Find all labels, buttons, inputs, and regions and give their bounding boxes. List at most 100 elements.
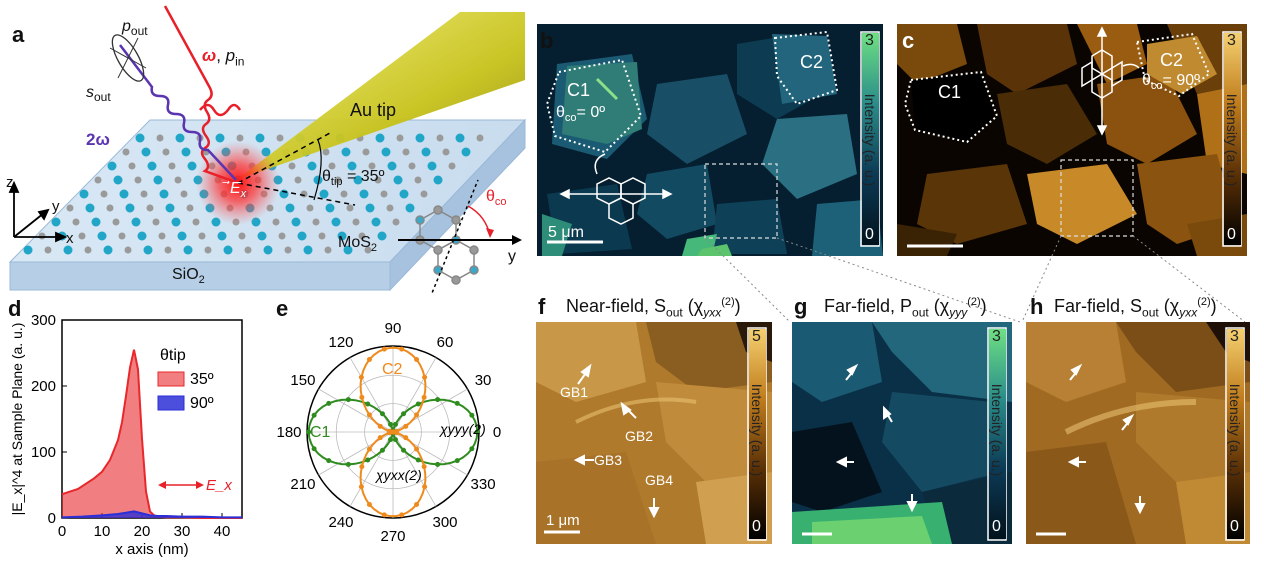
colorbar-f — [747, 327, 767, 541]
mo-atom — [307, 161, 317, 171]
angle-tick-label: 150 — [290, 372, 315, 389]
far-field-s-map — [1026, 322, 1250, 544]
mo-atom — [125, 203, 135, 213]
mo-atom — [63, 245, 73, 255]
s-atom — [448, 162, 456, 170]
s-atom — [278, 232, 286, 240]
angle-tick-label: 210 — [290, 476, 315, 493]
s-atom — [146, 204, 154, 212]
s-atom — [238, 232, 246, 240]
angle-tick-label: 90 — [385, 320, 402, 337]
mo-atom — [347, 161, 357, 171]
s-atom — [288, 162, 296, 170]
far-field-p-map — [792, 322, 1012, 544]
sio2-substrate-side — [389, 118, 526, 292]
mo-atom — [371, 217, 381, 227]
mo-atom — [393, 175, 403, 185]
angle-tick-label: 240 — [328, 514, 353, 531]
polar-point — [311, 446, 317, 452]
orientation-icon-b — [559, 177, 673, 225]
mo-atom — [325, 203, 335, 213]
polar-point — [366, 502, 372, 508]
polarization-ellipse — [111, 34, 145, 82]
s-atom — [168, 162, 176, 170]
s-atom — [128, 162, 136, 170]
angle-tick-label: 270 — [380, 528, 405, 545]
polar-point — [401, 411, 407, 417]
cbar-h-min: 0 — [1230, 518, 1239, 535]
y-tick-label: 100 — [31, 444, 56, 461]
polar-point — [359, 394, 365, 400]
polar-point — [379, 447, 385, 453]
s-atom — [158, 232, 166, 240]
s-atom — [152, 218, 160, 226]
s-atom — [420, 190, 428, 198]
au-tip — [236, 12, 525, 180]
polar-spoke — [392, 431, 437, 507]
mo-atom — [215, 133, 225, 143]
s-atom — [122, 148, 130, 156]
cbar-h-label: Intensity (a. u.) — [1227, 383, 1243, 477]
gb3-label: GB3 — [594, 452, 623, 468]
s-atom — [72, 218, 80, 226]
mo-atom — [141, 147, 151, 157]
polar-point — [415, 457, 421, 463]
s-atom — [162, 148, 170, 156]
angle-tick-label: 300 — [432, 514, 457, 531]
incident-beam — [163, 5, 239, 185]
mo-atom — [337, 231, 347, 241]
s-atom — [186, 204, 194, 212]
polar-point — [392, 421, 398, 427]
mo-atom — [135, 133, 145, 143]
polar-point — [379, 411, 385, 417]
polar-point — [435, 397, 441, 403]
s-atom — [192, 218, 200, 226]
mo-atom — [405, 203, 415, 213]
mo-atom — [187, 161, 197, 171]
legend-label-0: 35º — [190, 371, 214, 388]
legend-title: θtip — [160, 347, 186, 364]
sio2-label: SiO2 — [172, 266, 205, 287]
mo-atom — [377, 231, 387, 241]
polar-point — [345, 397, 351, 403]
s-atom — [414, 176, 422, 184]
zoom-box-c — [1060, 159, 1134, 237]
angle-tick-label: 60 — [437, 334, 454, 351]
s-atom — [180, 190, 188, 198]
shg-map-b — [537, 24, 883, 256]
cbar-c-min: 0 — [1227, 226, 1236, 243]
map-c-overlays — [903, 26, 1242, 248]
theta-co-label: θco — [486, 188, 507, 209]
scalebar-f-label: 1 μm — [546, 512, 580, 529]
polar-point — [422, 374, 428, 380]
mo-atom — [297, 231, 307, 241]
s-atom — [346, 204, 354, 212]
mo-atom — [365, 203, 375, 213]
s-atom — [362, 148, 370, 156]
s-atom — [408, 162, 416, 170]
far-field-p-overlays — [802, 327, 1007, 541]
scalebar-b-label: 5 μm — [548, 224, 584, 241]
angle-tick-label: 120 — [328, 334, 353, 351]
cbar-h-max: 3 — [1230, 328, 1239, 345]
s-atom — [164, 246, 172, 254]
mo-atom — [153, 175, 163, 185]
polar-point — [421, 464, 427, 470]
s-atom — [118, 232, 126, 240]
cbar-f-min: 0 — [752, 518, 761, 535]
s-atom — [402, 148, 410, 156]
polar-point — [392, 437, 398, 443]
mo-atom — [91, 217, 101, 227]
cbar-b-max: 3 — [865, 32, 874, 49]
polar-point — [366, 356, 372, 362]
s-atom — [174, 176, 182, 184]
mo-atom — [415, 133, 425, 143]
polar-point — [390, 429, 396, 435]
c2-label-c: C2 — [1160, 50, 1184, 70]
polar-point — [359, 464, 365, 470]
panel-label-g: g — [794, 294, 808, 319]
panel-label-f: f — [538, 294, 546, 319]
legend-swatch-0 — [157, 371, 185, 387]
y-axis-label: |E_x|^4 at Sample Plane (a. u.) — [9, 323, 25, 516]
s-atom — [364, 246, 372, 254]
